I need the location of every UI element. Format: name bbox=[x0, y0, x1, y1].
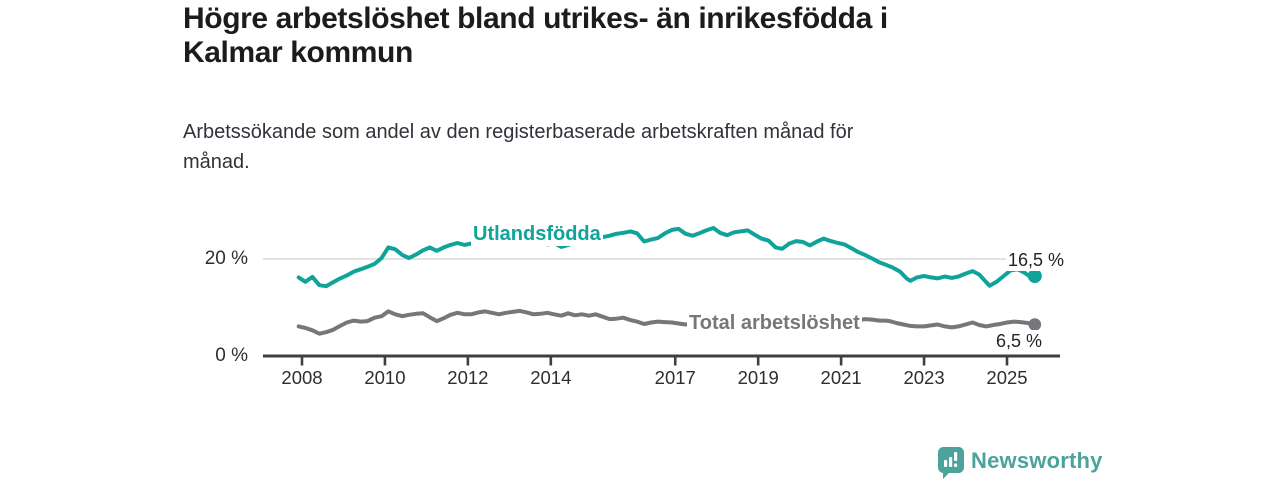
series-label-utlandsfodda: Utlandsfödda bbox=[471, 222, 603, 246]
title-line-1: Högre arbetslöshet bland utrikes- än inr… bbox=[183, 2, 888, 35]
x-tick-label-2012: 2012 bbox=[447, 367, 489, 388]
x-tick-label-2019: 2019 bbox=[737, 367, 779, 388]
y-tick-label-20: 20 % bbox=[204, 248, 248, 269]
x-tick-label-2008: 2008 bbox=[281, 367, 323, 388]
newsworthy-logo-icon bbox=[938, 447, 964, 479]
title-line-2: Kalmar kommun bbox=[183, 36, 413, 69]
series-line-utlandsfodda bbox=[296, 226, 1037, 289]
series-end-dot-utlandsfodda bbox=[1027, 269, 1042, 283]
x-tick-label-2010: 2010 bbox=[364, 367, 406, 388]
x-tick-label-2023: 2023 bbox=[903, 367, 945, 388]
chart-subtitle: Arbetssökande som andel av den registerb… bbox=[183, 117, 1083, 177]
series-line-total bbox=[296, 308, 1037, 336]
end-value-label-utlandsfodda: 16,5 % bbox=[1006, 249, 1067, 271]
page-title: Högre arbetslöshet bland utrikes- än inr… bbox=[183, 2, 1083, 70]
x-tick-label-2021: 2021 bbox=[820, 367, 862, 388]
y-tick-label-0: 0 % bbox=[215, 345, 248, 366]
x-tick-label-2017: 2017 bbox=[654, 367, 696, 388]
subtitle-line-2: månad. bbox=[183, 151, 250, 173]
newsworthy-brand-text: Newsworthy bbox=[971, 448, 1103, 473]
series-end-dot-total bbox=[1028, 318, 1042, 331]
x-tick-label-2014: 2014 bbox=[530, 367, 572, 388]
subtitle-line-1: Arbetssökande som andel av den registerb… bbox=[183, 121, 854, 143]
x-tick-label-2025: 2025 bbox=[986, 367, 1028, 388]
end-value-label-total: 6,5 % bbox=[994, 330, 1045, 352]
series-label-total-arbetsloshet: Total arbetslöshet bbox=[687, 311, 862, 335]
